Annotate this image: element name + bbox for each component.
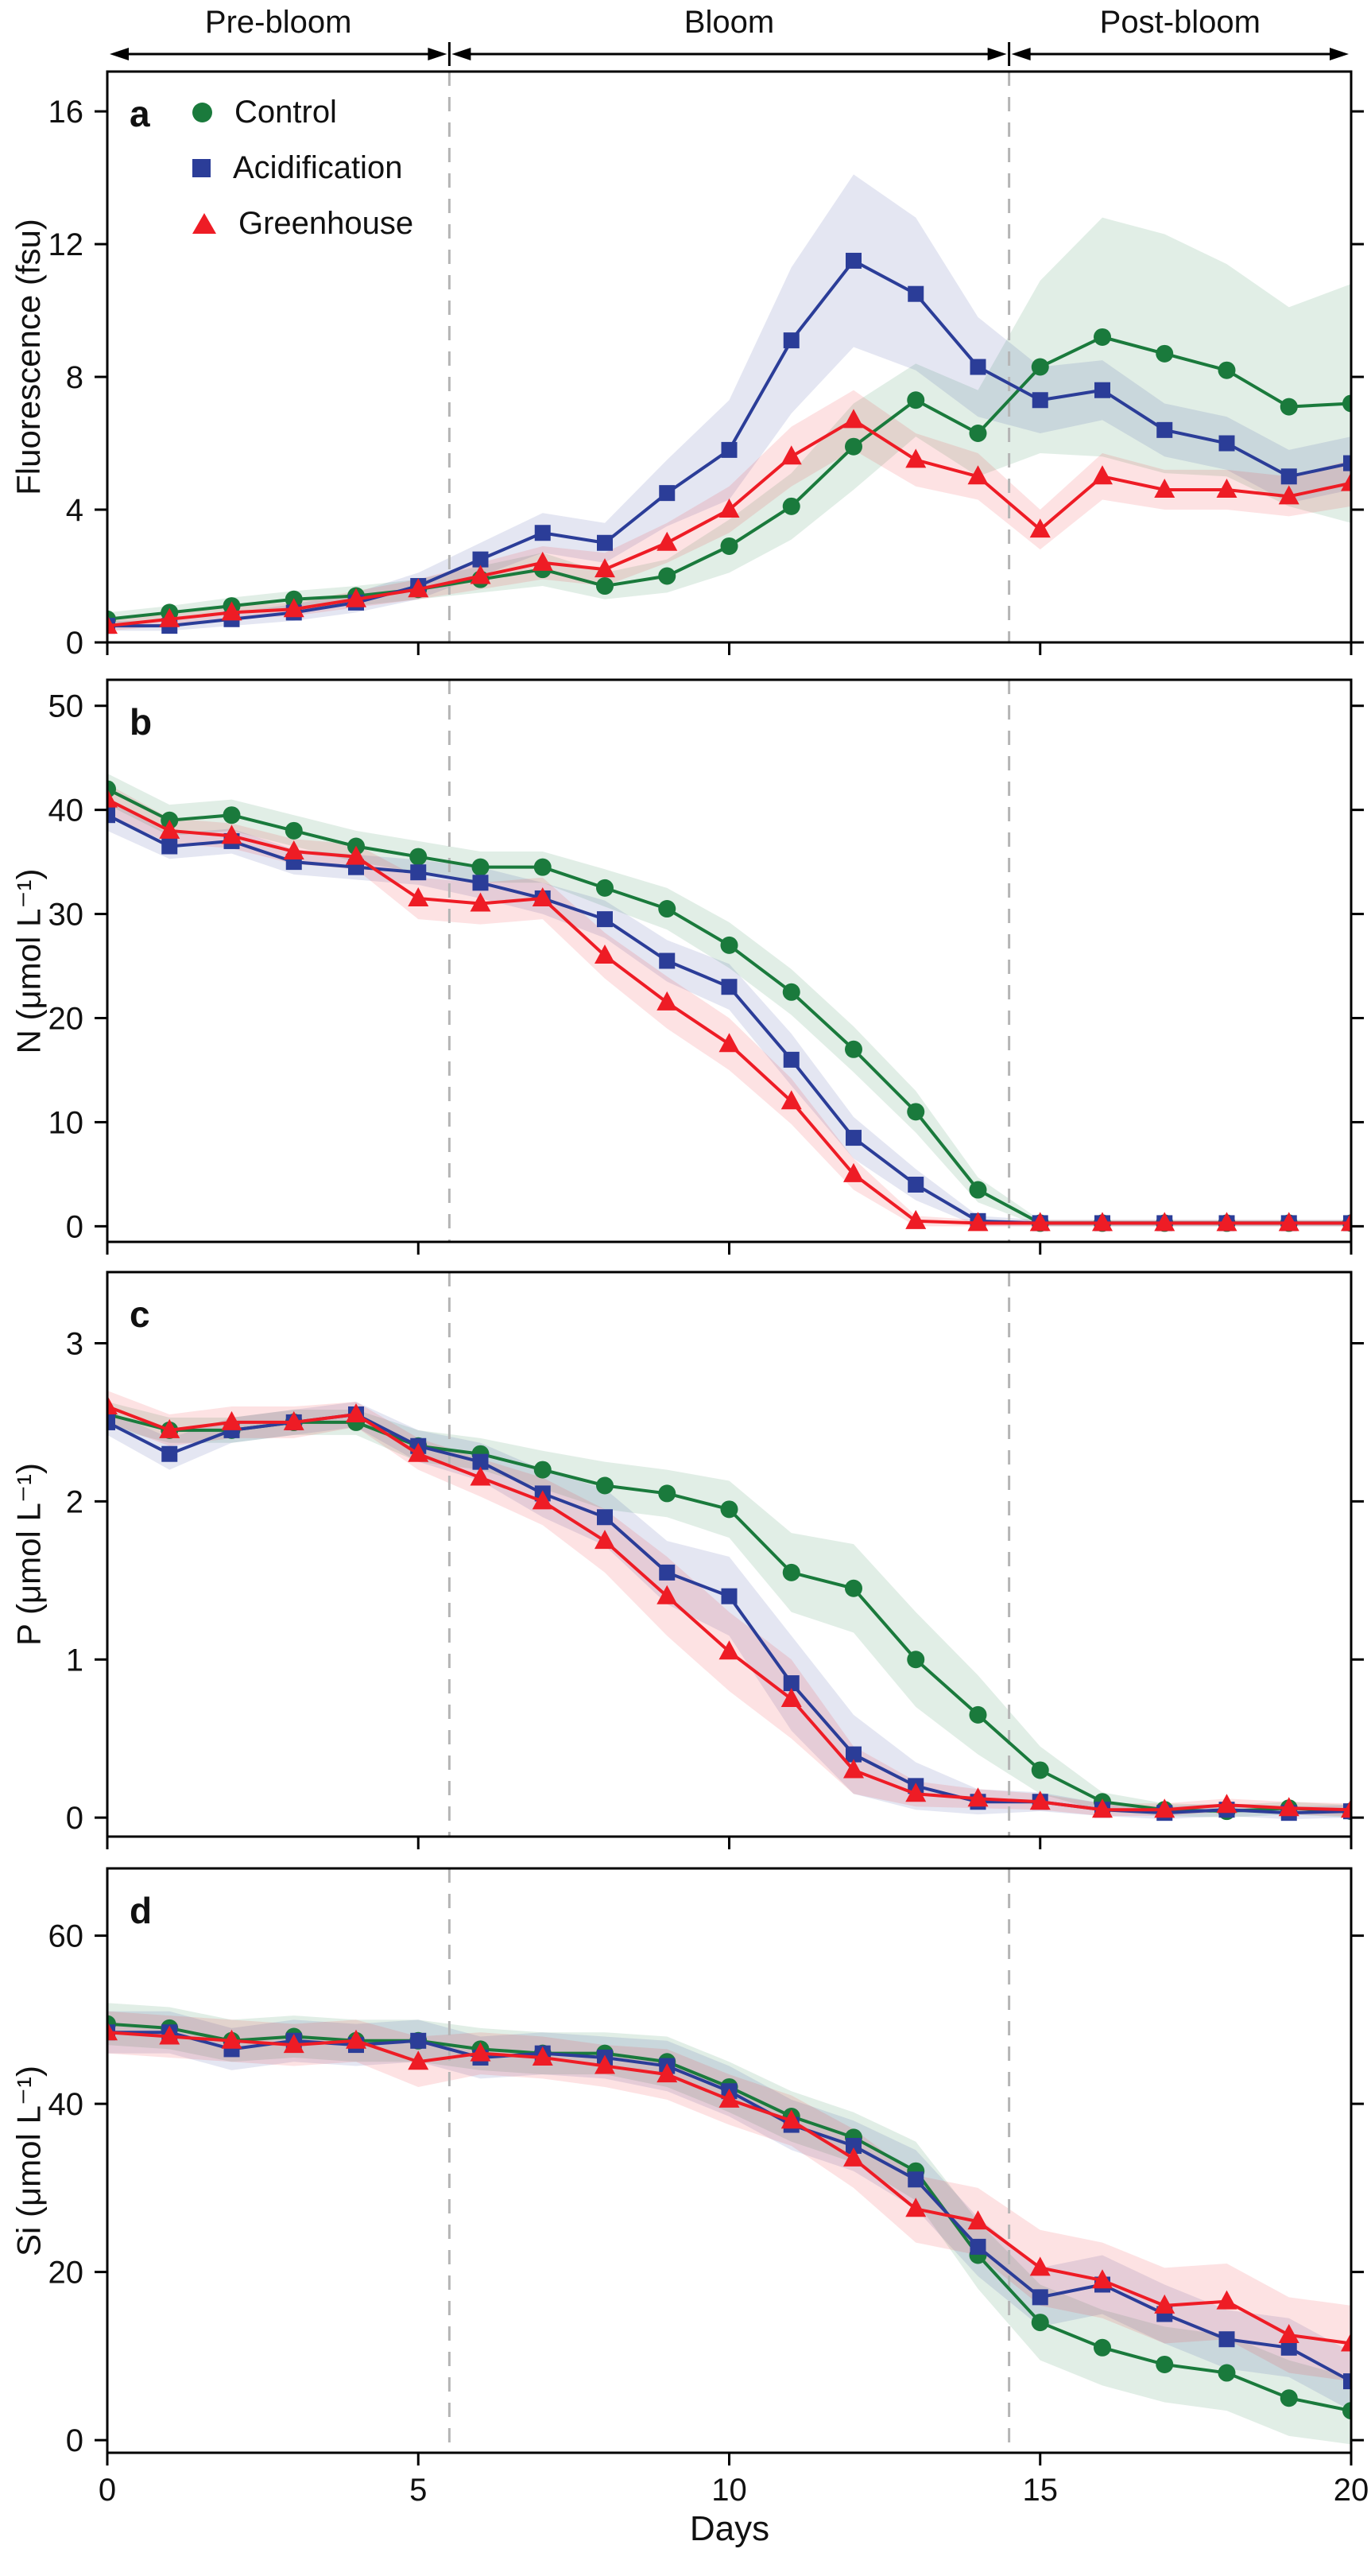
panel-silicate: 0 20 40 60 0 5 10 15 20 d Si (μmol L⁻¹) bbox=[0, 1867, 1371, 2508]
band-acidification bbox=[107, 174, 1351, 631]
x-tick-label: 5 bbox=[409, 2473, 427, 2508]
axes-box bbox=[106, 1271, 1353, 1838]
panel-letter-d: d bbox=[130, 1890, 153, 1931]
y-tick-label: 0 bbox=[66, 626, 83, 661]
legend-label-acidification: Acidification bbox=[233, 150, 403, 185]
phase-annotation: Pre-bloom Bloom Post-bloom bbox=[0, 0, 1371, 70]
y-tick-label: 40 bbox=[48, 2087, 84, 2122]
y-tick-label: 60 bbox=[48, 1919, 84, 1954]
data-series bbox=[107, 1395, 1351, 1821]
panel-nitrogen: 0 10 20 30 40 50 b N (μmol L⁻¹) bbox=[0, 678, 1371, 1255]
error-bands bbox=[107, 2003, 1351, 2445]
y-tick-label: 0 bbox=[66, 1801, 83, 1836]
band-acidification bbox=[107, 1402, 1351, 1820]
phase-label-post-bloom: Post-bloom bbox=[1099, 5, 1261, 40]
phosphorus-plot: 0 1 2 3 bbox=[66, 1271, 1364, 1849]
x-tick-label: 10 bbox=[711, 2473, 747, 2508]
silicate-plot: 0 20 40 60 0 5 10 15 20 bbox=[48, 1867, 1369, 2508]
markers-greenhouse bbox=[107, 2021, 1351, 2352]
y-axis-title-silicate: Si (μmol L⁻¹) bbox=[10, 2065, 48, 2256]
legend-label-greenhouse: Greenhouse bbox=[238, 206, 414, 241]
control-circle-icon bbox=[192, 102, 212, 122]
panel-fluorescence: 0 4 8 12 16 a Control Acidification Greenhou… bbox=[0, 70, 1371, 661]
y-axis-title-phosphorus: P (μmol L⁻¹) bbox=[10, 1463, 48, 1646]
markers-greenhouse bbox=[107, 409, 1351, 634]
y-tick-label: 8 bbox=[66, 360, 83, 395]
x-tick-label: 15 bbox=[1023, 2473, 1059, 2508]
y-tick-label: 1 bbox=[66, 1643, 83, 1678]
phase-range-arrows-icon bbox=[110, 42, 1349, 66]
x-tick-label: 0 bbox=[99, 2473, 116, 2508]
y-tick-label: 12 bbox=[48, 227, 84, 262]
acidification-square-icon bbox=[192, 158, 211, 177]
panel-letter-c: c bbox=[130, 1294, 150, 1335]
x-axis-title: Days bbox=[689, 2509, 770, 2548]
data-series bbox=[107, 2015, 1351, 2420]
band-greenhouse bbox=[107, 2011, 1351, 2382]
band-control bbox=[107, 2003, 1351, 2445]
x-tick-label: 20 bbox=[1334, 2473, 1369, 2508]
band-control bbox=[107, 1402, 1351, 1818]
greenhouse-triangle-icon bbox=[192, 213, 216, 234]
legend-item-acidification: Acidification bbox=[192, 140, 413, 196]
band-acidification bbox=[107, 2011, 1351, 2411]
legend-item-control: Control bbox=[192, 84, 413, 140]
panel-letter-a: a bbox=[130, 93, 150, 134]
panel-letter-b: b bbox=[130, 701, 153, 743]
data-series bbox=[107, 252, 1351, 634]
y-tick-label: 10 bbox=[48, 1105, 84, 1140]
band-control bbox=[107, 217, 1351, 627]
phase-label-pre-bloom: Pre-bloom bbox=[204, 5, 352, 40]
legend: Control Acidification Greenhouse bbox=[192, 84, 413, 251]
y-tick-label: 20 bbox=[48, 2256, 84, 2291]
y-axis-title-nitrogen: N (μmol L⁻¹) bbox=[10, 867, 48, 1054]
y-tick-label: 50 bbox=[48, 689, 84, 724]
y-tick-label: 3 bbox=[66, 1326, 83, 1361]
y-tick-label: 2 bbox=[66, 1484, 83, 1519]
y-tick-label: 0 bbox=[66, 2423, 83, 2458]
y-tick-label: 20 bbox=[48, 1002, 84, 1037]
nitrogen-plot: 0 10 20 30 40 50 bbox=[48, 678, 1364, 1255]
data-series bbox=[107, 780, 1351, 1232]
y-tick-label: 0 bbox=[66, 1209, 83, 1244]
phase-label-bloom: Bloom bbox=[684, 5, 775, 40]
panel-phosphorus: 0 1 2 3 c P (μmol L⁻¹) bbox=[0, 1271, 1371, 1849]
fluorescence-plot: 0 4 8 12 16 bbox=[48, 70, 1364, 661]
y-tick-label: 40 bbox=[48, 793, 84, 828]
legend-label-control: Control bbox=[234, 95, 337, 130]
error-bands bbox=[107, 1391, 1351, 1820]
y-axis-title-fluorescence: Fluorescence (fsu) bbox=[10, 219, 47, 495]
y-tick-label: 30 bbox=[48, 898, 84, 933]
y-tick-label: 4 bbox=[66, 493, 83, 528]
y-tick-label: 16 bbox=[48, 95, 84, 130]
legend-item-greenhouse: Greenhouse bbox=[192, 196, 413, 251]
markers-greenhouse bbox=[107, 788, 1351, 1232]
